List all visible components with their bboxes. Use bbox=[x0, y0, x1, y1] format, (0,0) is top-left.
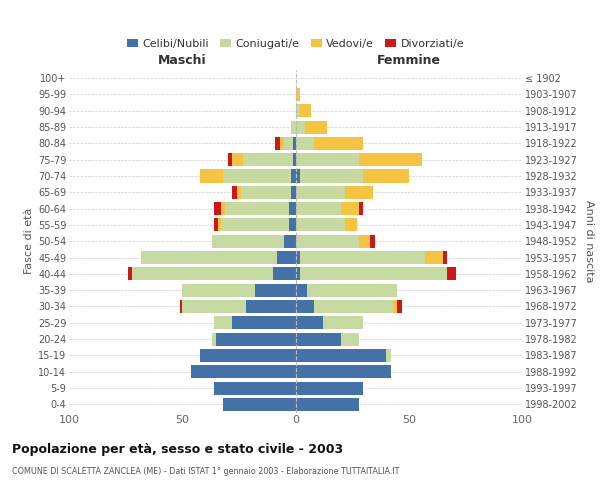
Bar bbox=[296, 382, 364, 394]
Bar bbox=[212, 234, 284, 248]
Bar bbox=[218, 218, 221, 232]
Bar bbox=[232, 186, 236, 199]
Bar bbox=[300, 170, 364, 182]
Bar bbox=[223, 170, 291, 182]
Bar bbox=[359, 153, 422, 166]
Bar bbox=[128, 268, 133, 280]
Bar bbox=[275, 137, 280, 150]
Bar bbox=[296, 300, 314, 313]
Bar bbox=[314, 137, 364, 150]
Bar bbox=[214, 316, 232, 330]
Bar bbox=[216, 332, 296, 345]
Bar bbox=[296, 120, 305, 134]
Bar bbox=[133, 268, 273, 280]
Bar bbox=[359, 234, 370, 248]
Bar bbox=[200, 170, 223, 182]
Bar bbox=[227, 153, 232, 166]
Bar bbox=[296, 365, 391, 378]
Bar bbox=[296, 284, 307, 296]
Bar bbox=[182, 300, 245, 313]
Bar bbox=[296, 186, 346, 199]
Bar bbox=[280, 137, 284, 150]
Bar bbox=[214, 218, 218, 232]
Bar bbox=[443, 251, 447, 264]
Bar bbox=[370, 234, 375, 248]
Bar bbox=[296, 349, 386, 362]
Bar bbox=[291, 120, 296, 134]
Bar bbox=[232, 316, 296, 330]
Bar bbox=[289, 218, 296, 232]
Bar bbox=[236, 186, 241, 199]
Bar bbox=[296, 88, 300, 101]
Bar bbox=[447, 268, 457, 280]
Bar bbox=[225, 202, 289, 215]
Bar bbox=[296, 268, 300, 280]
Bar bbox=[221, 218, 289, 232]
Bar bbox=[425, 251, 443, 264]
Bar bbox=[296, 170, 300, 182]
Bar bbox=[296, 202, 341, 215]
Bar bbox=[296, 104, 300, 118]
Bar bbox=[300, 104, 311, 118]
Bar bbox=[305, 120, 327, 134]
Bar bbox=[364, 170, 409, 182]
Bar bbox=[223, 398, 296, 411]
Text: Maschi: Maschi bbox=[158, 54, 206, 66]
Bar bbox=[300, 251, 425, 264]
Bar bbox=[346, 218, 356, 232]
Bar bbox=[346, 186, 373, 199]
Bar bbox=[241, 186, 291, 199]
Bar bbox=[244, 153, 293, 166]
Bar bbox=[397, 300, 402, 313]
Bar bbox=[273, 268, 296, 280]
Y-axis label: Anni di nascita: Anni di nascita bbox=[584, 200, 595, 282]
Bar bbox=[255, 284, 296, 296]
Bar bbox=[212, 332, 216, 345]
Bar bbox=[191, 365, 296, 378]
Bar bbox=[214, 202, 221, 215]
Y-axis label: Fasce di età: Fasce di età bbox=[23, 208, 34, 274]
Bar bbox=[393, 300, 397, 313]
Legend: Celibi/Nubili, Coniugati/e, Vedovi/e, Divorziati/e: Celibi/Nubili, Coniugati/e, Vedovi/e, Di… bbox=[122, 34, 469, 54]
Bar bbox=[277, 251, 296, 264]
Bar bbox=[293, 153, 296, 166]
Bar bbox=[291, 186, 296, 199]
Bar bbox=[296, 251, 300, 264]
Bar bbox=[296, 332, 341, 345]
Bar bbox=[296, 234, 359, 248]
Bar bbox=[284, 137, 293, 150]
Bar bbox=[386, 349, 391, 362]
Bar bbox=[300, 268, 447, 280]
Bar bbox=[296, 398, 359, 411]
Bar bbox=[323, 316, 364, 330]
Text: COMUNE DI SCALETTA ZANCLEA (ME) - Dati ISTAT 1° gennaio 2003 - Elaborazione TUTT: COMUNE DI SCALETTA ZANCLEA (ME) - Dati I… bbox=[12, 468, 400, 476]
Bar bbox=[221, 202, 225, 215]
Bar bbox=[359, 202, 364, 215]
Bar bbox=[142, 251, 277, 264]
Text: Femmine: Femmine bbox=[377, 54, 441, 66]
Bar bbox=[314, 300, 393, 313]
Bar bbox=[182, 284, 255, 296]
Bar bbox=[232, 153, 244, 166]
Bar bbox=[291, 170, 296, 182]
Bar bbox=[307, 284, 397, 296]
Text: Popolazione per età, sesso e stato civile - 2003: Popolazione per età, sesso e stato civil… bbox=[12, 442, 343, 456]
Bar bbox=[341, 202, 359, 215]
Bar bbox=[180, 300, 182, 313]
Bar bbox=[296, 218, 346, 232]
Bar bbox=[296, 153, 359, 166]
Bar bbox=[296, 137, 314, 150]
Bar bbox=[289, 202, 296, 215]
Bar bbox=[284, 234, 296, 248]
Bar bbox=[296, 316, 323, 330]
Bar bbox=[341, 332, 359, 345]
Bar bbox=[293, 137, 296, 150]
Bar bbox=[200, 349, 296, 362]
Bar bbox=[245, 300, 296, 313]
Bar bbox=[214, 382, 296, 394]
